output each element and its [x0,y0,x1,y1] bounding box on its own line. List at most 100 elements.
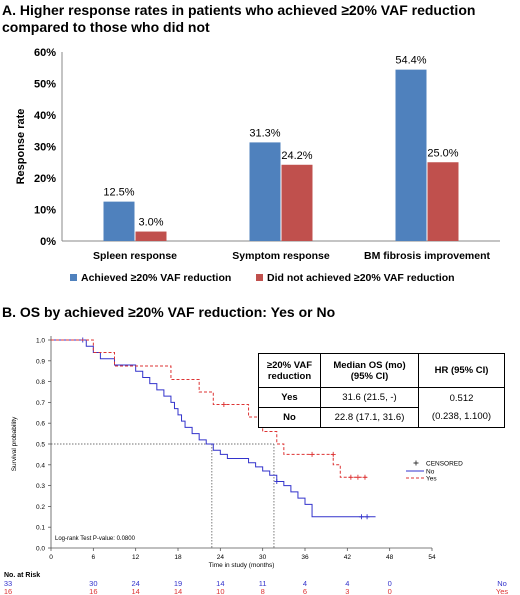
y-tick-label: 30% [34,142,56,154]
y-tick-label: 0.0 [36,546,45,553]
risk-count: 10 [216,587,224,595]
censor-mark [348,474,354,480]
risk-count: 19 [174,579,182,588]
legend-swatch [70,274,77,281]
x-tick-label: 48 [386,554,394,561]
bar [135,231,167,241]
table-header-median: Median OS (mo) (95% CI) [320,353,419,388]
data-label: 24.2% [281,150,312,162]
risk-count: 8 [261,587,265,595]
risk-count: 30 [89,579,97,588]
x-axis-label: Time in study (months) [209,562,275,569]
risk-count: 6 [303,587,307,595]
p-value-annotation: Log-rank Test P-value: 0.0800 [55,536,136,542]
risk-count: 16 [4,587,12,595]
y-tick-label: 60% [34,47,56,59]
x-tick-label: Symptom response [232,250,330,262]
y-tick-label: 0.8 [36,379,45,386]
risk-count: 14 [216,579,224,588]
y-tick-label: 40% [34,110,56,122]
x-tick-label: 24 [217,554,225,561]
bar-chart: 0% 10% 20% 30% 40% 50% 60% Response rate 12.5% 3.… [15,47,500,284]
table-hr-ci: (0.238, 1.100) [431,411,492,422]
y-tick-label: 0.1 [36,525,45,532]
x-tick-label: 36 [301,554,309,561]
y-tick-label: 50% [34,79,56,91]
x-tick-label: 18 [174,554,182,561]
x-tick-label: 6 [92,554,96,561]
x-tick-label: 54 [428,554,436,561]
x-tick-label: 30 [259,554,267,561]
risk-count: 4 [303,579,307,588]
legend-swatch [256,274,263,281]
censor-mark [221,401,227,407]
risk-count: 3 [345,587,349,595]
censor-mark [355,474,361,480]
survival-curve [51,339,376,518]
x-tick-label: Spleen response [93,250,177,262]
y-tick-label: 20% [34,173,56,185]
data-label: 3.0% [138,217,163,229]
risk-count: 14 [174,587,182,595]
legend-label: Did not achieved ≥20% VAF reduction [267,272,455,284]
bar [395,69,427,241]
y-tick-label: 0% [40,236,56,248]
risk-row-label: Yes [496,587,508,595]
table-header-hr: HR (95% CI) [418,353,505,388]
censor-mark [362,474,368,480]
legend-label: Yes [426,476,437,483]
table-hr-cell: 0.512 (0.238, 1.100) [418,387,505,428]
table-header-group: ≥20% VAF reduction [258,353,321,388]
censor-mark [274,478,280,484]
y-axis-label: Survival probability [11,416,18,471]
y-axis-label: Response rate [15,109,27,185]
data-label: 54.4% [395,55,426,67]
risk-count: 11 [259,579,267,588]
y-tick-label: 0.7 [36,400,45,407]
legend-censor-mark [413,460,419,466]
table-row-group: Yes [258,387,321,408]
risk-count: 24 [131,579,139,588]
legend-title: CENSORED [426,461,463,468]
y-tick-label: 0.2 [36,504,45,511]
risk-count: 14 [131,587,139,595]
x-tick-label: BM fibrosis improvement [364,250,491,262]
data-label: 31.3% [249,127,280,139]
censor-mark [364,514,370,520]
x-tick-label: 12 [132,554,140,561]
legend-label: Achieved ≥20% VAF reduction [81,272,231,284]
bar [103,201,135,241]
y-tick-label: 0.4 [36,462,45,469]
y-tick-label: 0.6 [36,421,45,428]
risk-count: 4 [345,579,349,588]
censor-mark [330,451,336,457]
censor-mark [358,514,364,520]
bar [249,142,281,241]
risk-count: 16 [89,587,97,595]
data-label: 25.0% [427,147,458,159]
y-tick-label: 0.3 [36,483,45,490]
risk-row-label: No [497,579,507,588]
censor-mark [309,451,315,457]
risk-table-label: No. at Risk [4,572,40,579]
y-tick-label: 10% [34,205,56,217]
legend-label: No [426,469,435,476]
y-tick-label: 0.9 [36,358,45,365]
table-hr-value: 0.512 [449,393,474,404]
table-row-group: No [258,407,321,428]
table-row-median: 22.8 (17.1, 31.6) [320,407,419,428]
risk-count: 33 [4,579,12,588]
chart-a-title: A. Higher response rates in patients who… [2,2,476,35]
hazard-ratio-table: ≥20% VAF reduction Median OS (mo) (95% C… [258,353,505,428]
table-row-median: 31.6 (21.5, -) [320,387,419,408]
chart-b-title: B. OS by achieved ≥20% VAF reduction: Ye… [2,304,336,320]
survival-curve [51,339,369,478]
y-tick-label: 1.0 [36,338,45,345]
x-tick-label: 0 [49,554,53,561]
x-tick-label: 42 [344,554,352,561]
risk-count: 0 [388,579,392,588]
bar [427,162,459,241]
bar [281,164,313,241]
y-tick-label: 0.5 [36,442,45,449]
data-label: 12.5% [103,187,134,199]
